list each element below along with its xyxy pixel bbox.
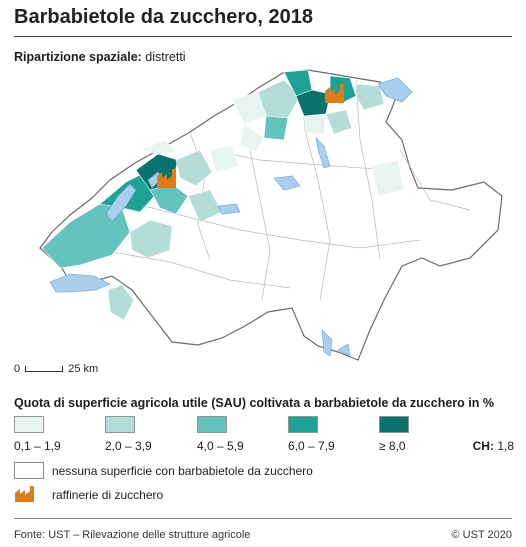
- legend-label-class-4: 6,0 – 7,9: [288, 439, 335, 453]
- legend-label-class-3: 4,0 – 5,9: [197, 439, 244, 453]
- spatial-division-value: distretti: [145, 50, 186, 64]
- legend-swatch-class-4: [288, 416, 318, 433]
- switzerland-district-map: [39, 69, 503, 361]
- footer-source: Fonte: UST – Rilevazione delle strutture…: [14, 529, 251, 541]
- spatial-division: Ripartizione spaziale: distretti: [14, 50, 186, 64]
- legend-swatch-class-3: [197, 416, 227, 433]
- factory-icon: [325, 84, 344, 103]
- spatial-division-label: Ripartizione spaziale:: [14, 50, 142, 64]
- legend-label-class-2: 2,0 – 3,9: [105, 439, 152, 453]
- legend-swatch-none: [14, 462, 44, 479]
- scale-line: [25, 366, 64, 373]
- factory-icon: [157, 169, 176, 188]
- legend-label-class-5: ≥ 8,0: [379, 439, 406, 453]
- national-average: CH: 1,8: [473, 439, 514, 453]
- scale-zero: 0: [14, 363, 21, 375]
- legend-label-none: nessuna superficie con barbabietole da z…: [52, 464, 313, 478]
- legend-swatch-class-5: [379, 416, 409, 433]
- legend-label-class-1: 0,1 – 1,9: [14, 439, 61, 453]
- footer-copyright: © UST 2020: [451, 529, 513, 541]
- page-title: Barbabietole da zucchero, 2018: [14, 6, 314, 28]
- lakes: [49, 77, 413, 357]
- legend-swatch-class-2: [105, 416, 135, 433]
- refinery-legend-icon: [15, 486, 34, 502]
- factory-icon: [15, 486, 34, 502]
- legend-title: Quota di superficie agricola utile (SAU)…: [14, 396, 494, 410]
- legend-swatch-class-1: [14, 416, 44, 433]
- national-average-value: 1,8: [497, 439, 514, 453]
- sugar-refinery-icons: [157, 84, 344, 188]
- title-divider: [14, 36, 512, 37]
- national-average-label: CH:: [472, 439, 494, 453]
- footer-divider: [14, 518, 512, 519]
- country-outline: [39, 69, 503, 361]
- legend-label-refinery: raffinerie di zucchero: [52, 488, 164, 502]
- scale-distance: 25 km: [68, 363, 99, 375]
- scale-bar: 0 25 km: [14, 363, 98, 375]
